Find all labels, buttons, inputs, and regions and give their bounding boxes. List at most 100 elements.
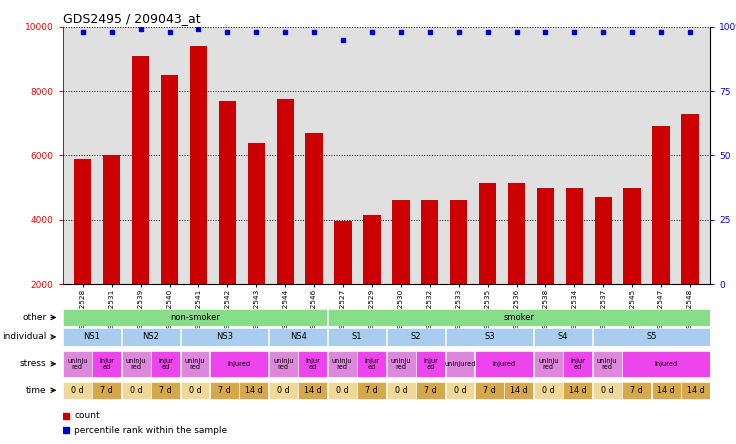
Bar xyxy=(445,382,475,399)
Text: 0 d: 0 d xyxy=(130,386,143,395)
Bar xyxy=(180,351,210,377)
Bar xyxy=(592,382,622,399)
Bar xyxy=(74,159,91,349)
Bar xyxy=(328,309,710,325)
Bar xyxy=(151,351,180,377)
Text: smoker: smoker xyxy=(503,313,534,322)
Bar xyxy=(247,143,265,349)
Bar xyxy=(450,201,467,349)
Text: uninju
red: uninju red xyxy=(597,358,618,369)
Bar xyxy=(681,382,710,399)
Text: other: other xyxy=(22,313,46,322)
Text: 0 d: 0 d xyxy=(542,386,555,395)
Bar xyxy=(269,329,328,345)
Text: uninju
red: uninju red xyxy=(332,358,353,369)
Bar xyxy=(652,127,670,349)
Text: 14 d: 14 d xyxy=(569,386,587,395)
Text: NS4: NS4 xyxy=(290,333,306,341)
Text: uninjured: uninjured xyxy=(445,361,475,367)
Text: 14 d: 14 d xyxy=(657,386,675,395)
Text: individual: individual xyxy=(2,333,46,341)
Text: 14 d: 14 d xyxy=(687,386,704,395)
Text: injur
ed: injur ed xyxy=(570,358,585,369)
Bar xyxy=(416,382,445,399)
Bar xyxy=(479,183,496,349)
Bar xyxy=(504,382,534,399)
Bar xyxy=(592,351,622,377)
Bar xyxy=(328,351,357,377)
Text: 0 d: 0 d xyxy=(394,386,408,395)
Text: 7 d: 7 d xyxy=(218,386,231,395)
Bar xyxy=(445,329,534,345)
Bar xyxy=(298,351,328,377)
Bar xyxy=(269,351,298,377)
Text: 7 d: 7 d xyxy=(365,386,378,395)
Bar xyxy=(92,351,121,377)
Bar xyxy=(537,188,554,349)
Text: stress: stress xyxy=(20,359,46,369)
Text: uninju
red: uninju red xyxy=(185,358,205,369)
Text: 7 d: 7 d xyxy=(483,386,496,395)
Bar xyxy=(651,382,681,399)
Text: uninju
red: uninju red xyxy=(538,358,559,369)
Text: 0 d: 0 d xyxy=(277,386,290,395)
Text: uninju
red: uninju red xyxy=(67,358,88,369)
Text: 0 d: 0 d xyxy=(453,386,467,395)
Bar xyxy=(328,382,357,399)
Bar xyxy=(219,101,236,349)
Text: 14 d: 14 d xyxy=(245,386,263,395)
Bar xyxy=(475,382,504,399)
Text: 7 d: 7 d xyxy=(424,386,437,395)
Text: 7 d: 7 d xyxy=(159,386,172,395)
Bar xyxy=(151,382,180,399)
Bar xyxy=(63,351,92,377)
Bar xyxy=(508,183,526,349)
Text: 14 d: 14 d xyxy=(304,386,322,395)
Text: count: count xyxy=(74,411,100,420)
Bar xyxy=(364,215,381,349)
Bar xyxy=(210,382,239,399)
Bar xyxy=(63,329,121,345)
Bar xyxy=(622,382,651,399)
Text: NS1: NS1 xyxy=(84,333,100,341)
Bar xyxy=(416,351,445,377)
Text: injur
ed: injur ed xyxy=(423,358,438,369)
Bar xyxy=(595,197,612,349)
Text: 7 d: 7 d xyxy=(100,386,113,395)
Bar xyxy=(239,382,269,399)
Text: uninju
red: uninju red xyxy=(273,358,294,369)
Text: S2: S2 xyxy=(411,333,421,341)
Text: S5: S5 xyxy=(646,333,657,341)
Bar xyxy=(534,351,563,377)
Bar xyxy=(534,329,592,345)
Bar xyxy=(92,382,121,399)
Bar xyxy=(132,56,149,349)
Text: GDS2495 / 209043_at: GDS2495 / 209043_at xyxy=(63,12,200,25)
Bar xyxy=(566,188,583,349)
Bar xyxy=(121,351,151,377)
Bar xyxy=(622,351,710,377)
Bar xyxy=(475,351,534,377)
Text: injur
ed: injur ed xyxy=(99,358,114,369)
Text: uninju
red: uninju red xyxy=(126,358,146,369)
Text: time: time xyxy=(26,386,46,395)
Text: uninju
red: uninju red xyxy=(391,358,411,369)
Bar xyxy=(386,382,416,399)
Bar xyxy=(121,382,151,399)
Text: 0 d: 0 d xyxy=(601,386,614,395)
Bar xyxy=(121,329,180,345)
Text: S4: S4 xyxy=(558,333,568,341)
Bar xyxy=(277,99,294,349)
Text: injur
ed: injur ed xyxy=(158,358,173,369)
Bar xyxy=(190,46,207,349)
Bar xyxy=(305,133,323,349)
Bar xyxy=(445,351,475,377)
Bar xyxy=(180,382,210,399)
Bar xyxy=(357,382,386,399)
Bar xyxy=(180,329,269,345)
Bar xyxy=(563,382,592,399)
Bar xyxy=(682,114,698,349)
Bar xyxy=(563,351,592,377)
Bar xyxy=(421,201,439,349)
Bar xyxy=(623,188,641,349)
